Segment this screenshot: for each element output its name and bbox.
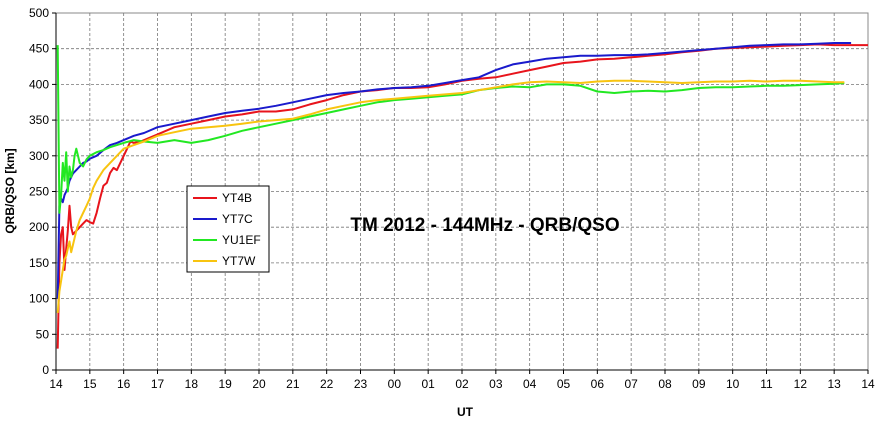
x-tick-label: 14: [49, 377, 63, 391]
x-tick-label: 14: [861, 377, 875, 391]
x-tick-labels: 14 15 16 17 18 19 20 21 22 23 00 01 02 03 04 05 06 07 08 09…: [49, 13, 875, 391]
series-layer: [56, 42, 868, 349]
y-tick-label: 450: [29, 42, 49, 56]
chart-title: TM 2012 - 144MHz - QRB/QSO: [350, 215, 619, 236]
x-tick-label: 11: [760, 377, 773, 391]
x-tick-label: 19: [218, 377, 232, 391]
x-tick-label: 12: [794, 377, 808, 391]
x-tick-label: 13: [827, 377, 841, 391]
y-tick-label: 400: [29, 77, 49, 91]
legend: YT4B YT7C YU1EF YT7W: [186, 185, 270, 273]
legend-box: [186, 185, 270, 273]
x-tick-label: 00: [388, 377, 402, 391]
y-tick-label: 350: [29, 113, 49, 127]
x-tick-label: 04: [523, 377, 537, 391]
x-tick-label: 02: [455, 377, 469, 391]
y-tick-label: 100: [29, 292, 49, 306]
x-axis-title: UT: [457, 405, 474, 419]
series-line-yt7c: [56, 42, 852, 299]
gridlines: [56, 13, 868, 370]
series-line-yt4b: [56, 43, 868, 349]
x-tick-label: 03: [489, 377, 503, 391]
x-tick-label: 10: [726, 377, 740, 391]
series-line-yt7w: [56, 79, 845, 313]
y-axis-title: QRB/QSO [km]: [3, 148, 17, 233]
legend-label-yt7w: YT7W: [222, 254, 256, 268]
x-tick-label: 08: [658, 377, 672, 391]
legend-label-yu1ef: YU1EF: [222, 233, 261, 247]
x-tick-label: 07: [624, 377, 638, 391]
y-tick-label: 0: [42, 363, 49, 377]
legend-label-yt7c: YT7C: [222, 212, 253, 226]
x-tick-label: 21: [286, 377, 300, 391]
y-tick-label: 300: [29, 149, 49, 163]
series-line-yu1ef: [56, 45, 845, 214]
y-tick-label: 250: [29, 185, 49, 199]
x-tick-label: 18: [185, 377, 199, 391]
y-tick-label: 150: [29, 256, 49, 270]
y-tick-label: 500: [29, 6, 49, 20]
y-tick-label: 50: [36, 327, 50, 341]
x-tick-label: 05: [557, 377, 571, 391]
x-tick-label: 16: [117, 377, 131, 391]
y-tick-label: 200: [29, 220, 49, 234]
x-tick-label: 15: [83, 377, 97, 391]
x-tick-label: 17: [151, 377, 165, 391]
x-tick-label: 22: [320, 377, 334, 391]
x-tick-label: 01: [421, 377, 435, 391]
x-tick-label: 06: [591, 377, 605, 391]
x-tick-label: 09: [692, 377, 706, 391]
legend-label-yt4b: YT4B: [222, 191, 252, 205]
x-tick-label: 20: [252, 377, 266, 391]
y-tick-labels: 0 50 100 150 200 250 300 350 400 450 500: [29, 6, 56, 377]
x-tick-label: 23: [354, 377, 368, 391]
